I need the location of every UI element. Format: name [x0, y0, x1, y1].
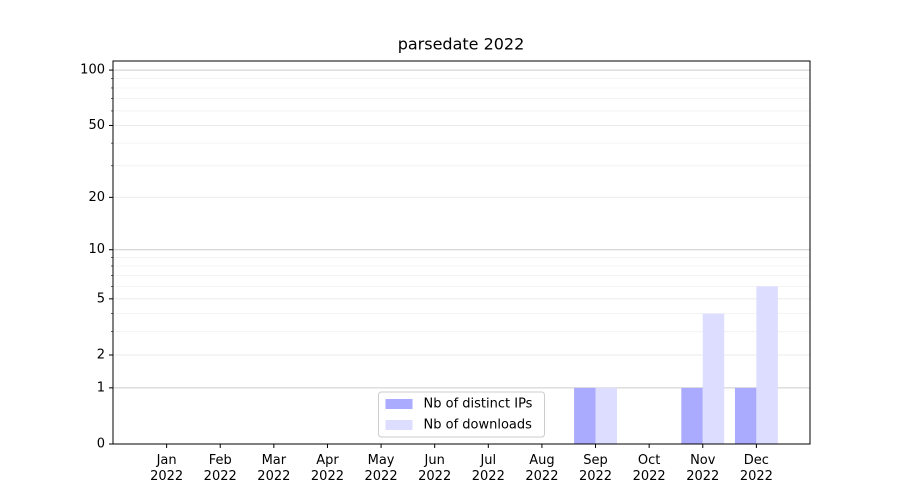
x-tick-label: Aug 2022 [525, 453, 559, 484]
y-tick-label: 100 [80, 63, 105, 78]
x-tick-label: Oct 2022 [632, 453, 666, 484]
legend: Nb of distinct IPs Nb of downloads [378, 391, 545, 438]
bar [734, 387, 757, 444]
y-tick-label: 2 [97, 347, 105, 362]
x-tick-label: Apr 2022 [310, 453, 344, 484]
x-tick-label: May 2022 [364, 453, 398, 484]
y-tick-label: 1 [97, 380, 105, 395]
x-tick-label: Nov 2022 [686, 453, 720, 484]
x-tick-label: Feb 2022 [203, 453, 237, 484]
bar [574, 387, 596, 444]
x-tick-label: Mar 2022 [257, 453, 291, 484]
legend-label: Nb of downloads [424, 418, 533, 433]
x-tick-label: Jan 2022 [150, 453, 184, 484]
bar [595, 387, 617, 444]
x-tick-label: Jun 2022 [418, 453, 452, 484]
legend-label: Nb of distinct IPs [424, 397, 533, 412]
bar [702, 313, 725, 444]
plot-frame [112, 60, 811, 445]
legend-swatch [385, 399, 413, 409]
chart-title: parsedate 2022 [398, 35, 525, 54]
x-tick-label: Sep 2022 [578, 453, 613, 484]
y-tick-label: 20 [88, 190, 105, 205]
bar [681, 387, 703, 444]
legend-frame [378, 391, 545, 438]
legend-swatch [385, 420, 413, 430]
x-tick-label: Dec 2022 [739, 453, 773, 484]
y-tick-label: 50 [88, 118, 105, 133]
y-tick-label: 5 [97, 291, 105, 306]
y-tick-label: 0 [97, 437, 105, 452]
x-tick-label: Jul 2022 [471, 453, 505, 484]
y-tick-label: 10 [88, 242, 105, 257]
bar [756, 286, 778, 444]
